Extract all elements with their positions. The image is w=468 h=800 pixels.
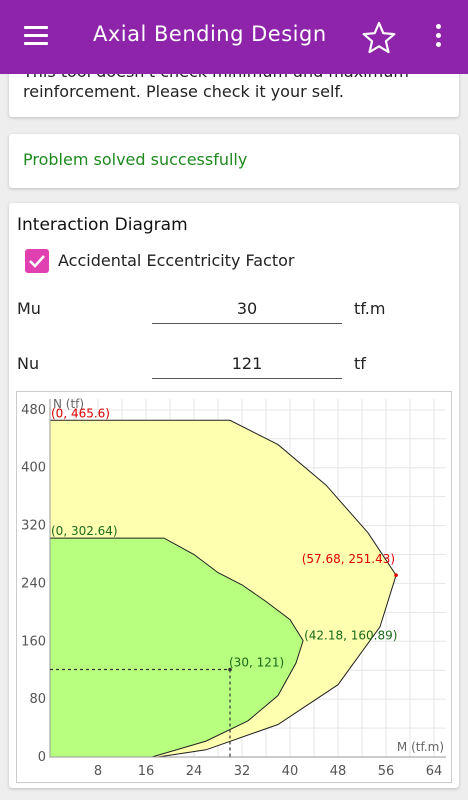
menu-icon[interactable] (24, 26, 48, 46)
y-tick-label: 400 (21, 461, 46, 476)
status-card: Problem solved successfully (9, 134, 459, 188)
interaction-diagram-card: Interaction Diagram Accidental Eccentric… (9, 203, 459, 788)
y-axis-label: N (tf) (53, 397, 84, 411)
status-message: Problem solved successfully (23, 150, 248, 169)
point-marker (394, 573, 398, 577)
design-point (228, 667, 232, 672)
app-title: Axial Bending Design (93, 22, 327, 46)
y-tick-label: 160 (21, 634, 46, 649)
star-icon[interactable] (361, 20, 397, 56)
notice-line-2: reinforcement. Please check it your self… (23, 82, 344, 101)
x-tick-label: 64 (426, 764, 443, 779)
app-bar: Axial Bending Design (0, 0, 468, 74)
interaction-chart: 8 16 24 32 40 48 56 64 0 80 160 240 320 400 480 N (tf) M… (16, 391, 452, 783)
x-tick-label: 16 (138, 764, 155, 779)
series-area-2 (49, 537, 304, 758)
x-tick-label: 56 (378, 764, 395, 779)
section-title: Interaction Diagram (17, 215, 188, 235)
point-label: (30, 121) (229, 655, 284, 669)
y-tick-label: 80 (29, 692, 46, 707)
mu-label: Mu (17, 299, 41, 318)
nu-input[interactable] (152, 349, 342, 379)
x-tick-label: 24 (186, 764, 203, 779)
eccentricity-checkbox[interactable] (25, 249, 49, 273)
more-options-icon[interactable] (428, 24, 448, 50)
nu-label: Nu (17, 354, 40, 373)
y-tick-label: 0 (38, 750, 46, 765)
mu-input[interactable] (152, 294, 342, 324)
point-label: (0, 465.6) (51, 406, 110, 420)
mu-unit: tf.m (354, 299, 386, 318)
x-tick-label: 32 (234, 764, 251, 779)
point-label: (57.68, 251.43) (302, 552, 395, 566)
eccentricity-checkbox-label[interactable]: Accidental Eccentricity Factor (58, 251, 295, 270)
nu-unit: tf (354, 354, 366, 373)
y-tick-label: 320 (21, 519, 46, 534)
y-tick-label: 480 (21, 403, 46, 418)
point-label: (42.18, 160.89) (304, 629, 397, 643)
x-tick-label: 40 (282, 764, 299, 779)
x-tick-label: 8 (94, 764, 102, 779)
x-axis-label: M (tf.m) (397, 740, 444, 754)
x-tick-label: 48 (330, 764, 347, 779)
y-tick-label: 240 (21, 576, 46, 591)
check-icon (29, 255, 45, 268)
point-label: (0, 302.64) (51, 524, 118, 538)
